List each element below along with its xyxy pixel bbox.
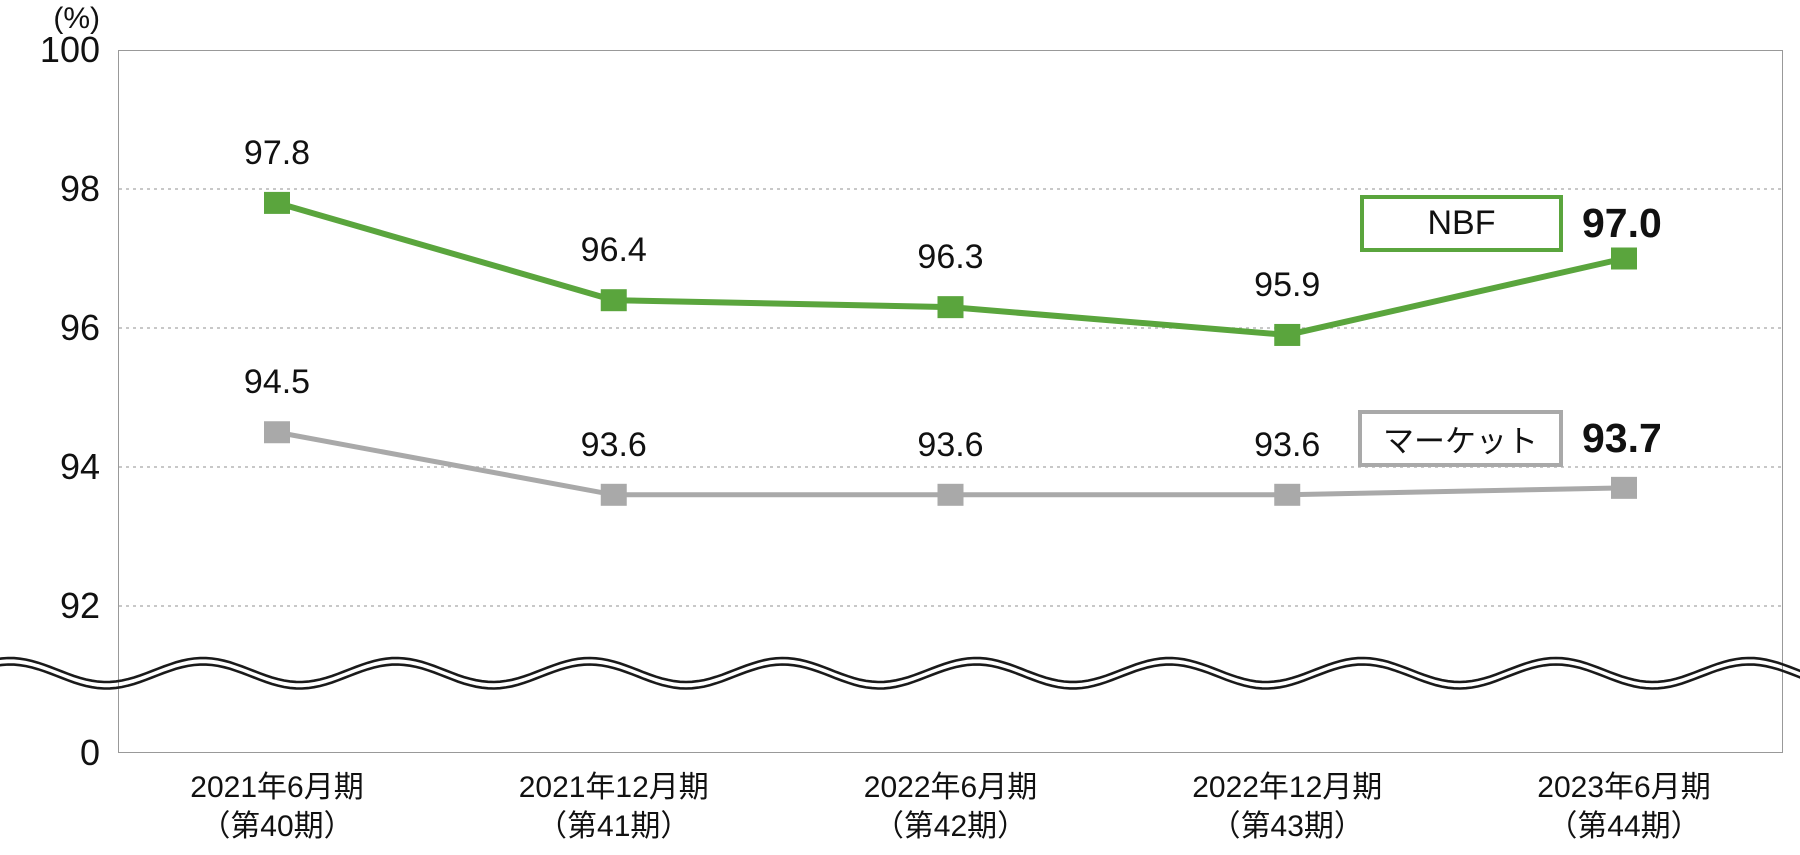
market-final-value: 93.7 [1582, 415, 1662, 461]
nbf-value-label-2: 96.3 [917, 238, 984, 277]
legend-nbf-row: NBF 97.0 [1360, 195, 1662, 252]
y-tick-96: 96 [59, 307, 100, 348]
axis-break-wave-1 [0, 656, 1800, 684]
legend-market-label: マーケット [1383, 424, 1538, 459]
x-category-2: 2022年6月期 （第42期） [864, 768, 1037, 846]
category-period: 2022年12月期 [1192, 771, 1383, 804]
nbf-marker-0 [264, 191, 290, 214]
plot-area [118, 50, 1783, 753]
y-tick-98: 98 [59, 168, 100, 209]
category-period: 2022年6月期 [863, 771, 1038, 804]
market-value-label-3: 93.6 [1254, 425, 1321, 464]
y-tick-92: 92 [59, 585, 100, 626]
market-marker-4 [1611, 476, 1637, 499]
y-tick-100: 100 [39, 29, 100, 70]
market-value-label-1: 93.6 [580, 425, 647, 464]
category-period: 2021年12月期 [518, 771, 709, 804]
market-value-label-0: 94.5 [243, 363, 311, 402]
nbf-final-value: 97.0 [1582, 200, 1662, 246]
nbf-marker-4 [1611, 247, 1637, 270]
category-period: 2021年6月期 [190, 771, 364, 804]
x-category-1: 2021年12月期 （第41期） [519, 768, 709, 846]
x-category-3: 2022年12月期 （第43期） [1192, 768, 1382, 846]
nbf-value-label-3: 95.9 [1254, 265, 1321, 304]
market-marker-3 [1274, 483, 1301, 506]
y-tick-0: 0 [79, 732, 100, 773]
category-term: （第44期） [1547, 810, 1701, 843]
nbf-marker-3 [1274, 323, 1301, 346]
market-marker-1 [600, 483, 627, 506]
nbf-value-label-1: 96.4 [580, 231, 647, 270]
x-category-0: 2021年6月期 （第40期） [190, 768, 363, 846]
legend-nbf-label: NBF [1427, 204, 1496, 242]
y-axis-unit-label: (%) [53, 2, 100, 35]
category-term: （第42期） [873, 810, 1028, 843]
y-tick-94: 94 [59, 446, 100, 487]
nbf-marker-2 [937, 296, 964, 319]
nbf-marker-1 [600, 289, 627, 312]
category-term: （第43期） [1210, 810, 1364, 843]
category-term: （第40期） [200, 810, 354, 843]
x-category-4: 2023年6月期 （第44期） [1537, 768, 1710, 846]
nbf-value-label-0: 97.8 [243, 133, 311, 172]
market-marker-0 [264, 421, 290, 444]
market-marker-2 [937, 483, 964, 506]
axis-break-wave-2 [0, 663, 1800, 690]
legend-market-row: マーケット 93.7 [1358, 410, 1662, 467]
legend-nbf-box: NBF [1360, 195, 1563, 252]
category-period: 2023年6月期 [1537, 771, 1711, 804]
legend-market-box: マーケット [1358, 410, 1563, 467]
market-value-label-2: 93.6 [917, 425, 984, 464]
category-term: （第41期） [537, 810, 691, 843]
